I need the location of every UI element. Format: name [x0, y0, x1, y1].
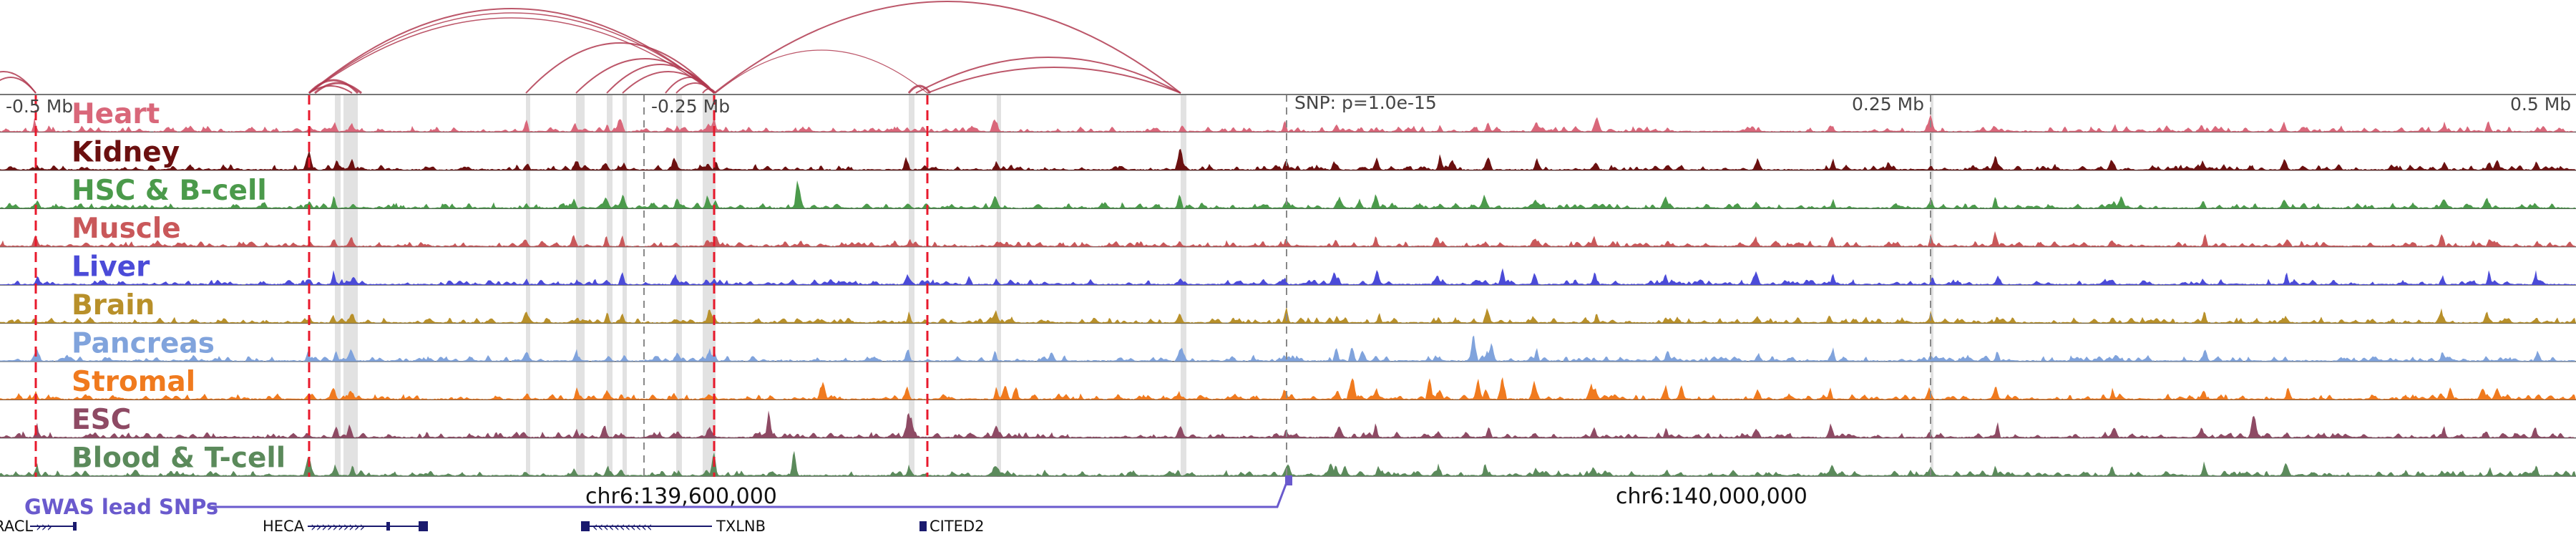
track-label: HSC & B-cell: [72, 175, 267, 207]
gene-heca-label: HECA: [263, 518, 305, 535]
chromatin-loop-arc: [907, 84, 932, 94]
highlight-band: [607, 95, 613, 477]
highlight-band: [623, 95, 627, 477]
chromatin-loop-arc: [308, 17, 715, 94]
track-label: Heart: [72, 98, 160, 130]
track-label: Stromal: [72, 366, 195, 398]
highlight-band: [703, 95, 716, 477]
track-signal: [0, 450, 2576, 476]
track-signal: [0, 306, 2576, 324]
chromatin-loop-arc: [0, 71, 36, 94]
highlight-band: [1931, 95, 1933, 477]
chromatin-loop-arc: [308, 79, 359, 95]
gene-racl[interactable]: ››› RACL: [0, 518, 77, 535]
chromatin-loop-arc: [927, 67, 1181, 94]
axis-tick-label-0-5mb: 0.5 Mb: [2510, 94, 2571, 115]
signal-tracks: [0, 114, 2576, 477]
region-axis: -0.5 Mb -0.25 Mb 0.25 Mb 0.5 Mb SNP: p=1…: [0, 92, 2576, 117]
highlight-band: [576, 95, 585, 477]
chromatin-loop-arc: [702, 88, 716, 94]
track-label: Liver: [72, 251, 150, 284]
gwas-track-label: GWAS lead SNPs: [24, 495, 218, 519]
chromatin-loop-arc: [665, 77, 715, 94]
track-labels: Heart Kidney HSC & B-cell Muscle Liver Brain P…: [72, 98, 286, 475]
track-label: Brain: [72, 289, 155, 321]
track-label: ESC: [72, 404, 131, 436]
chromatin-loop-arcs: [0, 1, 1181, 95]
gene-txlnb-arrows: ‹‹‹‹‹‹‹‹‹‹‹: [592, 519, 653, 535]
chromatin-loop-arc: [308, 8, 715, 94]
highlight-band: [676, 95, 682, 477]
track-signal: [0, 268, 2576, 285]
highlight-lines: [34, 95, 1931, 477]
chromatin-loop-arc: [525, 42, 715, 94]
gene-heca-exon-2: [419, 521, 428, 531]
chromatin-loop-arc: [713, 1, 1181, 94]
gene-cited2-label: CITED2: [930, 518, 984, 535]
track-signal: [0, 180, 2576, 209]
track-label: Kidney: [72, 136, 180, 168]
chromatin-loop-arc: [675, 82, 715, 94]
chromatin-loop-arc: [308, 12, 716, 94]
chromatin-loop-arc: [0, 77, 36, 94]
gwas-lead-snp-marker[interactable]: [1285, 475, 1292, 485]
highlight-band: [1181, 95, 1186, 477]
highlight-band: [526, 95, 530, 477]
chromatin-loop-arc: [715, 49, 928, 94]
track-signal: [0, 410, 2576, 438]
gene-cited2[interactable]: CITED2: [919, 518, 984, 535]
gene-heca[interactable]: HECA ››››››››››: [263, 518, 428, 535]
track-label: Muscle: [72, 213, 181, 245]
gene-heca-exon-1: [386, 522, 390, 531]
axis-tick-label-0-25mb: 0.25 Mb: [1852, 94, 1924, 115]
highlight-band: [909, 95, 914, 477]
track-label: Blood & T-cell: [72, 442, 286, 475]
chromatin-loop-arc: [915, 57, 1181, 94]
gene-racl-exon: [73, 522, 77, 531]
coordinate-label-left: chr6:139,600,000: [585, 484, 777, 509]
coordinate-label-right: chr6:140,000,000: [1616, 484, 1807, 509]
gene-txlnb-exon: [581, 521, 590, 531]
track-label: Pancreas: [72, 327, 215, 359]
gwas-connector-line: [208, 482, 1288, 508]
axis-tick-label-minus-0-25mb: -0.25 Mb: [651, 96, 730, 117]
highlight-band: [343, 95, 358, 477]
gene-racl-label: RACL: [0, 518, 33, 535]
gene-heca-arrows: ››››››››››: [311, 519, 365, 535]
gene-track: ››› RACL HECA ›››››››››› ‹‹‹‹‹‹‹‹‹‹‹ TXL…: [0, 518, 984, 535]
chromatin-loop-arc: [314, 82, 362, 95]
highlight-bands: [335, 95, 1933, 477]
track-signal: [0, 114, 2576, 132]
track-signal: [0, 335, 2576, 362]
track-signal: [0, 148, 2576, 170]
snp-pvalue-label: SNP: p=1.0e-15: [1294, 92, 1437, 113]
highlight-band: [335, 95, 341, 477]
axis-tick-label-minus-0-5mb: -0.5 Mb: [6, 96, 73, 117]
track-signal: [0, 377, 2576, 400]
gwas-track: GWAS lead SNPs: [24, 475, 1292, 519]
chromatin-loop-arc: [308, 85, 353, 94]
coordinate-axis: chr6:139,600,000 chr6:140,000,000: [585, 484, 1807, 509]
gene-txlnb[interactable]: ‹‹‹‹‹‹‹‹‹‹‹ TXLNB: [581, 518, 766, 535]
highlight-band: [997, 95, 1001, 477]
gene-racl-arrows: ›››: [36, 519, 52, 535]
gene-txlnb-label: TXLNB: [716, 518, 766, 535]
gene-cited2-exon: [919, 521, 927, 531]
track-signal: [0, 231, 2576, 247]
